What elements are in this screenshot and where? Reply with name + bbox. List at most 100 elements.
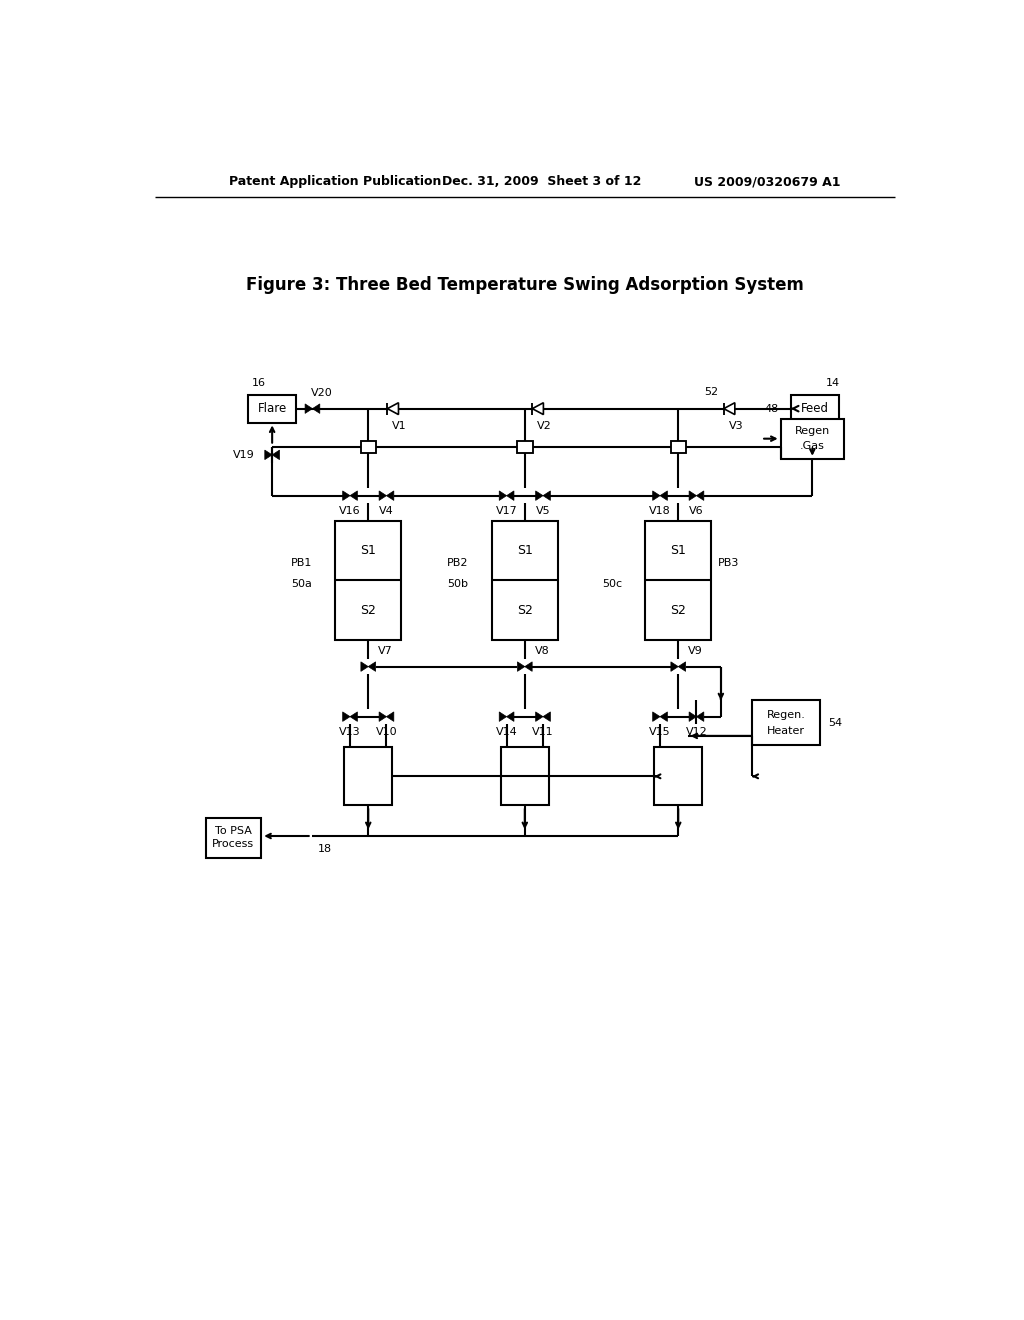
FancyBboxPatch shape xyxy=(335,520,401,640)
Text: V20: V20 xyxy=(311,388,333,399)
Text: V12: V12 xyxy=(686,727,708,737)
Text: 14: 14 xyxy=(826,379,841,388)
Polygon shape xyxy=(387,403,398,414)
Text: V17: V17 xyxy=(496,506,517,516)
Text: V13: V13 xyxy=(339,727,360,737)
Text: V19: V19 xyxy=(233,450,255,459)
Text: V4: V4 xyxy=(379,506,394,516)
Text: V15: V15 xyxy=(649,727,671,737)
Polygon shape xyxy=(678,661,686,672)
Text: 50b: 50b xyxy=(447,579,469,589)
Polygon shape xyxy=(536,711,543,722)
Polygon shape xyxy=(689,491,696,500)
Text: S2: S2 xyxy=(517,603,532,616)
Polygon shape xyxy=(696,491,703,500)
Text: V11: V11 xyxy=(532,727,554,737)
Text: Heater: Heater xyxy=(767,726,805,735)
Text: To PSA: To PSA xyxy=(215,825,252,836)
FancyBboxPatch shape xyxy=(671,441,686,453)
Text: V7: V7 xyxy=(378,647,393,656)
Polygon shape xyxy=(386,491,394,500)
FancyBboxPatch shape xyxy=(752,701,820,744)
Text: Dec. 31, 2009  Sheet 3 of 12: Dec. 31, 2009 Sheet 3 of 12 xyxy=(442,176,641,187)
Text: Feed: Feed xyxy=(801,403,828,416)
Polygon shape xyxy=(500,711,507,722)
FancyBboxPatch shape xyxy=(206,817,261,858)
Polygon shape xyxy=(305,404,312,413)
Polygon shape xyxy=(386,711,394,722)
Polygon shape xyxy=(543,711,550,722)
Text: S2: S2 xyxy=(360,603,376,616)
FancyBboxPatch shape xyxy=(501,747,549,805)
Polygon shape xyxy=(507,491,514,500)
Text: Process: Process xyxy=(212,840,254,850)
Text: S2: S2 xyxy=(671,603,686,616)
Polygon shape xyxy=(507,711,514,722)
FancyBboxPatch shape xyxy=(645,520,712,640)
Text: V9: V9 xyxy=(688,647,703,656)
Text: V14: V14 xyxy=(496,727,517,737)
Text: V18: V18 xyxy=(649,506,671,516)
FancyBboxPatch shape xyxy=(492,520,558,640)
FancyBboxPatch shape xyxy=(344,747,392,805)
Text: V6: V6 xyxy=(689,506,703,516)
Text: 52: 52 xyxy=(703,387,718,397)
Text: V16: V16 xyxy=(339,506,360,516)
Text: 50c: 50c xyxy=(602,579,622,589)
Polygon shape xyxy=(671,661,678,672)
FancyBboxPatch shape xyxy=(780,418,844,459)
FancyBboxPatch shape xyxy=(248,395,296,422)
Polygon shape xyxy=(517,661,524,672)
Text: 50a: 50a xyxy=(291,579,312,589)
Text: 54: 54 xyxy=(827,718,842,727)
Text: US 2009/0320679 A1: US 2009/0320679 A1 xyxy=(693,176,841,187)
Polygon shape xyxy=(500,491,507,500)
Text: V10: V10 xyxy=(376,727,397,737)
Polygon shape xyxy=(343,491,350,500)
Text: Flare: Flare xyxy=(257,403,287,416)
Polygon shape xyxy=(265,450,272,459)
FancyBboxPatch shape xyxy=(654,747,702,805)
Text: PB1: PB1 xyxy=(291,558,312,569)
Text: S1: S1 xyxy=(360,544,376,557)
Text: 18: 18 xyxy=(317,843,332,854)
FancyBboxPatch shape xyxy=(360,441,376,453)
Polygon shape xyxy=(379,491,386,500)
Text: V5: V5 xyxy=(536,506,550,516)
Text: PB3: PB3 xyxy=(718,558,738,569)
Polygon shape xyxy=(724,403,735,414)
FancyBboxPatch shape xyxy=(791,395,839,422)
Polygon shape xyxy=(536,491,543,500)
Text: S1: S1 xyxy=(517,544,532,557)
Text: .Gas: .Gas xyxy=(800,441,824,451)
Polygon shape xyxy=(369,661,376,672)
Text: V2: V2 xyxy=(538,421,552,430)
Text: Patent Application Publication: Patent Application Publication xyxy=(228,176,441,187)
Polygon shape xyxy=(312,404,319,413)
Polygon shape xyxy=(524,661,532,672)
Polygon shape xyxy=(689,711,696,722)
Polygon shape xyxy=(532,403,544,414)
FancyBboxPatch shape xyxy=(517,441,532,453)
Text: Figure 3: Three Bed Temperature Swing Adsorption System: Figure 3: Three Bed Temperature Swing Ad… xyxy=(246,276,804,294)
Polygon shape xyxy=(343,711,350,722)
Polygon shape xyxy=(660,491,668,500)
Polygon shape xyxy=(360,661,369,672)
Polygon shape xyxy=(660,711,668,722)
Polygon shape xyxy=(543,491,550,500)
Polygon shape xyxy=(379,711,386,722)
Text: Regen: Regen xyxy=(795,426,829,436)
Polygon shape xyxy=(272,450,280,459)
Polygon shape xyxy=(350,491,357,500)
Text: Regen.: Regen. xyxy=(767,710,806,721)
Text: 48: 48 xyxy=(764,404,778,414)
Polygon shape xyxy=(350,711,357,722)
Text: 16: 16 xyxy=(252,379,266,388)
Polygon shape xyxy=(652,491,660,500)
Text: V8: V8 xyxy=(535,647,550,656)
Text: V3: V3 xyxy=(729,421,743,430)
Polygon shape xyxy=(652,711,660,722)
Polygon shape xyxy=(696,711,703,722)
Text: S1: S1 xyxy=(671,544,686,557)
Text: V1: V1 xyxy=(392,421,407,430)
